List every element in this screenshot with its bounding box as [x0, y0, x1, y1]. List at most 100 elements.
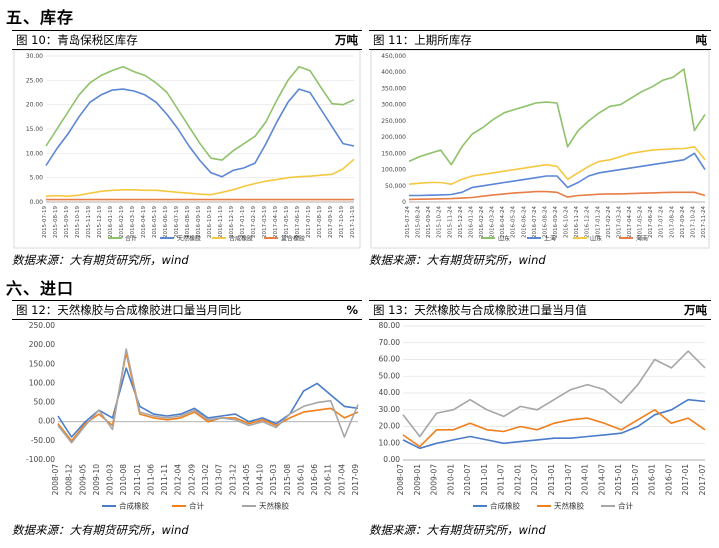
- chart-shfe-inventory: 0 50,000 100,000 150,000 200,000 250,000 300,0…: [370, 50, 710, 249]
- legend-label: 合成橡胶: [229, 235, 253, 243]
- source-note: 数据来源：大有期货研究所，wind: [12, 253, 189, 267]
- y-tick-label: 250,000: [381, 118, 406, 125]
- y-tick-label: 20.00: [26, 102, 43, 109]
- x-tick-label: 2014-01: [581, 464, 590, 496]
- y-tick-label: 50.00: [34, 398, 56, 407]
- x-tick-label: 2011-01: [480, 464, 489, 496]
- x-tick-label: 2017-01: [681, 464, 690, 496]
- x-tick-label: 2015-07: [631, 464, 640, 496]
- y-tick-label: 15.00: [26, 126, 43, 133]
- x-tick-label: 2016-12-24: [585, 206, 591, 238]
- x-tick-label: 2016-02-24: [479, 206, 485, 238]
- x-tick-label: 2017-08-24: [669, 206, 675, 238]
- x-tick-label: 2017-04-19: [273, 206, 279, 238]
- x-tick-label: 2015-10-19: [75, 206, 81, 238]
- source-note: 数据来源：大有期货研究所，wind: [369, 523, 546, 537]
- x-tick-label: 2009-01: [413, 464, 422, 496]
- x-tick-label: 2015-11-24: [447, 206, 453, 238]
- chart-unit: 万吨: [335, 33, 358, 47]
- x-tick-label: 2011-01: [133, 464, 142, 496]
- x-tick-label: 2017-06-24: [648, 206, 654, 238]
- y-tick-label: 0: [402, 199, 406, 206]
- x-tick-label: 2016-09-19: [196, 206, 202, 238]
- x-tick-label: 2017-07: [698, 464, 707, 496]
- x-tick-label: 2015-07-24: [405, 206, 411, 238]
- chart-title: 图 10：青岛保税区库存: [16, 33, 138, 47]
- x-tick-label: 2017-06-19: [295, 206, 301, 238]
- x-tick-label: 2016-01-24: [468, 206, 474, 238]
- x-tick-label: 2016-10-24: [564, 206, 570, 238]
- source-note: 数据来源：大有期货研究所，wind: [12, 523, 189, 537]
- x-tick-label: 2015-08: [283, 464, 292, 496]
- y-tick-label: 70.00: [379, 338, 401, 347]
- x-tick-label: 2016-08-19: [185, 206, 191, 238]
- x-tick-label: 2015-09-24: [426, 206, 432, 238]
- plot-frame: [13, 50, 361, 249]
- y-tick-label: -50.00: [31, 436, 55, 445]
- legend-label: 合计: [189, 501, 204, 511]
- x-tick-label: 2009-05: [78, 464, 87, 496]
- x-tick-label: 2013-12: [228, 464, 237, 496]
- x-tick-label: 2014-05: [242, 464, 251, 496]
- x-tick-label: 2016-10-19: [207, 206, 213, 238]
- x-tick-label: 2016-05-24: [511, 206, 517, 238]
- x-tick-label: 2012-07: [530, 464, 539, 496]
- x-tick-label: 2013-02: [201, 464, 210, 496]
- series-line: [57, 367, 359, 438]
- x-tick-label: 2017-05-24: [638, 206, 644, 238]
- x-tick-label: 2015-07-19: [42, 206, 48, 238]
- chart-panel-12: 图 12：天然橡胶与合成橡胶进口量当月同比 % -100.00 -50.00 0.0…: [12, 300, 362, 518]
- x-tick-label: 2016-06-24: [521, 206, 527, 238]
- x-tick-label: 2016-01: [648, 464, 657, 496]
- y-tick-label: 200.00: [29, 340, 55, 349]
- series-line: [57, 351, 359, 442]
- series-line: [408, 190, 706, 201]
- x-tick-label: 2013-01: [547, 464, 556, 496]
- x-tick-label: 2016-03-24: [490, 206, 496, 238]
- x-tick-label: 2009-10: [92, 464, 101, 496]
- section-title-inventory: 五、库存: [6, 8, 75, 27]
- x-tick-label: 2014-10: [256, 464, 265, 496]
- y-tick-label: 0.00: [383, 455, 400, 464]
- x-tick-label: 2016-07-19: [174, 206, 180, 238]
- y-tick-label: 50.00: [379, 371, 401, 380]
- x-tick-label: 2014-07: [597, 464, 606, 496]
- chart-header: 图 13：天然橡胶与合成橡胶进口量当月值 万吨: [369, 300, 711, 320]
- x-tick-label: 2017-08-19: [317, 206, 323, 238]
- x-tick-label: 2017-10-19: [339, 206, 345, 238]
- source-note: 数据来源：大有期货研究所，wind: [369, 253, 546, 267]
- x-tick-label: 2016-07: [664, 464, 673, 496]
- y-tick-label: 10.00: [26, 150, 43, 157]
- x-tick-label: 2017-04-24: [627, 206, 633, 238]
- x-tick-label: 2017-01-24: [595, 206, 601, 238]
- x-tick-label: 2017-03-19: [262, 206, 268, 238]
- legend-label: 合计: [618, 501, 633, 511]
- legend-label: 天然橡胶: [177, 235, 201, 243]
- chart-panel-11: 图 11：上期所库存 吨 0 50,000 100,000 150,000 200,00…: [369, 30, 711, 252]
- x-tick-label: 2011-11: [160, 464, 169, 496]
- x-tick-label: 2017-02-24: [606, 206, 612, 238]
- x-tick-label: 2013-07: [564, 464, 573, 496]
- x-tick-label: 2015-12-19: [97, 206, 103, 238]
- x-tick-label: 2010-01: [446, 464, 455, 496]
- x-tick-label: 2017-09: [351, 464, 360, 496]
- x-tick-label: 2013-07: [215, 464, 224, 496]
- chart-title: 图 11：上期所库存: [373, 33, 472, 47]
- y-tick-label: 40.00: [379, 388, 401, 397]
- legend-label: 复合橡胶: [281, 235, 305, 243]
- y-tick-label: 5.00: [30, 175, 44, 182]
- x-tick-label: 2017-02-19: [251, 206, 257, 238]
- y-tick-label: 300,000: [381, 102, 406, 109]
- legend-label: 天然橡胶: [554, 501, 584, 511]
- legend-label: 山东: [498, 235, 510, 243]
- chart-unit: %: [346, 303, 358, 317]
- chart-panel-10: 图 10：青岛保税区库存 万吨 0.00 5.00 10.00 15.00 20.00 2…: [12, 30, 362, 252]
- x-tick-label: 2016-03-19: [130, 206, 136, 238]
- legend-label: 天然橡胶: [259, 501, 289, 511]
- chart-title: 图 13：天然橡胶与合成橡胶进口量当月值: [373, 303, 587, 317]
- series-line: [409, 152, 706, 197]
- x-tick-label: 2016-11-19: [218, 206, 224, 238]
- x-tick-label: 2016-04-19: [141, 206, 147, 238]
- y-tick-label: 20.00: [379, 422, 401, 431]
- x-tick-label: 2011-07: [497, 464, 506, 496]
